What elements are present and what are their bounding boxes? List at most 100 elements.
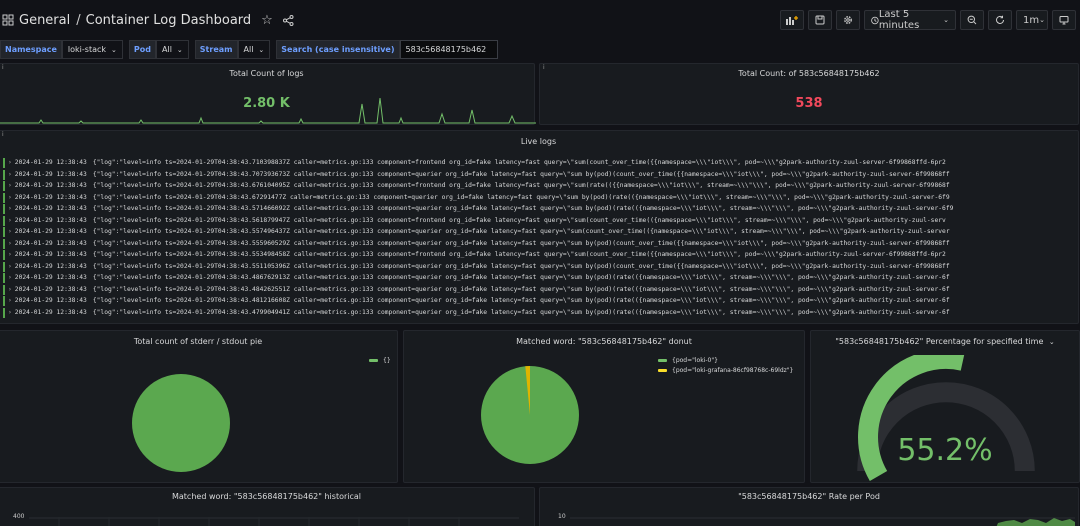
log-line[interactable]: › 2024-01-29 12:38:43 {"log":"level=info t… [3,307,1074,319]
tv-mode-button[interactable] [1052,10,1076,30]
log-message: {"log":"level=info ts=2024-01-29T04:38:4… [92,297,950,304]
page-title[interactable]: Container Log Dashboard [85,12,252,28]
live-logs-panel: i Live logs › 2024-01-29 12:38:43 {"log":"… [0,130,1079,324]
namespace-label: Namespace [0,40,62,59]
legend-item[interactable]: {} [369,355,391,365]
stat-value: 538 [795,96,823,111]
percentage-gauge-panel: "583c56848175b462" Percentage for specif… [810,330,1080,483]
rate-series [996,518,1075,526]
log-line[interactable]: › 2024-01-29 12:38:43 {"log":"level=info t… [3,249,1074,261]
log-line[interactable]: › 2024-01-29 12:38:43 {"log":"level=info t… [3,261,1074,273]
namespace-select[interactable]: loki-stack ⌄ [61,40,123,59]
save-dashboard-button[interactable] [808,10,832,30]
search-input[interactable]: 583c56848175b462 [399,40,498,59]
gauge-value-arc [858,355,965,481]
log-list: › 2024-01-29 12:38:43 {"log":"level=info t… [3,157,1074,318]
info-icon[interactable]: i [2,64,4,71]
chevron-right-icon[interactable]: › [8,308,12,316]
log-message: {"log":"level=info ts=2024-01-29T04:38:4… [92,262,950,270]
star-icon[interactable]: ☆ [261,12,273,28]
breadcrumb-separator: / [76,12,81,28]
chevron-right-icon[interactable]: › [8,297,12,304]
top-bar: General / Container Log Dashboard ☆ [0,0,1080,40]
log-timestamp: 2024-01-29 12:38:43 [14,285,87,293]
log-line[interactable]: › 2024-01-29 12:38:43 {"log":"level=info t… [3,272,1074,284]
log-line[interactable]: › 2024-01-29 12:38:43 {"log":"level=info t… [3,192,1074,204]
settings-button[interactable] [836,10,860,30]
time-range-label: Last 5 minutes [878,9,920,31]
y-tick-label: 10 [558,513,566,520]
refresh-interval-picker[interactable]: 1m ⌄ [1016,10,1048,30]
chevron-down-icon[interactable]: ⌄ [1048,338,1055,346]
info-icon[interactable]: i [2,131,4,138]
bar-chart-plus-icon [786,16,798,25]
log-message: {"log":"level=info ts=2024-01-29T04:38:4… [92,205,954,212]
log-message: {"log":"level=info ts=2024-01-29T04:38:4… [92,274,950,281]
panel-title-text: "583c56848175b462" Percentage for specif… [835,337,1044,346]
chevron-right-icon[interactable]: › [8,216,12,224]
stream-select[interactable]: All ⌄ [237,40,271,59]
log-line[interactable]: › 2024-01-29 12:38:43 {"log":"level=info t… [3,169,1074,181]
chevron-right-icon[interactable]: › [8,262,12,270]
log-timestamp: 2024-01-29 12:38:43 [14,159,87,166]
total-count-search-panel: i Total Count: of 583c56848175b462 538 [539,63,1079,125]
log-timestamp: 2024-01-29 12:38:43 [14,239,87,247]
log-level-indicator [3,273,5,283]
panel-title: Total Count of logs [229,69,304,78]
zoom-out-button[interactable] [960,10,984,30]
pie-slice [132,374,230,472]
chevron-right-icon[interactable]: › [8,205,12,212]
donut-legend: {pod="loki-0"} {pod="loki-grafana-86cf98… [658,355,793,375]
add-panel-button[interactable] [780,10,804,30]
breadcrumb-folder[interactable]: General [19,12,71,28]
chevron-right-icon[interactable]: › [8,159,12,166]
pie-legend: {} [369,355,391,365]
legend-item[interactable]: {pod="loki-grafana-86cf98768c-69ldz"} [658,365,793,375]
log-level-indicator [3,261,5,272]
log-timestamp: 2024-01-29 12:38:43 [14,182,87,189]
total-count-panel: i Total Count of logs 2.80 K [0,63,536,125]
chevron-right-icon[interactable]: › [8,251,12,258]
namespace-value: loki-stack [67,45,107,54]
panel-title: Total count of stderr / stdout pie [133,337,263,346]
chevron-right-icon[interactable]: › [8,274,12,281]
log-level-indicator [3,307,5,318]
log-line[interactable]: › 2024-01-29 12:38:43 {"log":"level=info t… [3,284,1074,296]
time-range-picker[interactable]: Last 5 minutes ⌄ [864,9,956,31]
share-icon[interactable] [282,14,294,26]
log-line[interactable]: › 2024-01-29 12:38:43 {"log":"level=info t… [3,215,1074,227]
search-label: Search (case insensitive) [276,40,400,59]
dashboard-grid-icon [2,14,14,26]
log-level-indicator [3,215,5,226]
legend-item[interactable]: {pod="loki-0"} [658,355,793,365]
log-line[interactable]: › 2024-01-29 12:38:43 {"log":"level=info t… [3,226,1074,238]
sparkline [0,97,536,124]
log-message: {"log":"level=info ts=2024-01-29T04:38:4… [92,285,950,293]
log-timestamp: 2024-01-29 12:38:43 [14,274,87,281]
log-line[interactable]: › 2024-01-29 12:38:43 {"log":"level=info t… [3,203,1074,215]
log-timestamp: 2024-01-29 12:38:43 [14,216,87,224]
chevron-right-icon[interactable]: › [8,193,12,201]
log-line[interactable]: › 2024-01-29 12:38:43 {"log":"level=info t… [3,238,1074,250]
log-message: {"log":"level=info ts=2024-01-29T04:38:4… [92,159,946,166]
pie-chart [481,365,579,464]
pod-select[interactable]: All ⌄ [156,40,189,59]
log-line[interactable]: › 2024-01-29 12:38:43 {"log":"level=info t… [3,180,1074,192]
chevron-down-icon: ⌄ [258,45,265,54]
chevron-right-icon[interactable]: › [8,228,12,235]
log-line[interactable]: › 2024-01-29 12:38:43 {"log":"level=info t… [3,157,1074,169]
chevron-right-icon[interactable]: › [8,285,12,293]
log-timestamp: 2024-01-29 12:38:43 [14,262,87,270]
panel-title: "583c56848175b462" Rate per Pod [738,492,880,501]
rate-per-pod-panel: "583c56848175b462" Rate per Pod 10 [539,487,1079,526]
chevron-right-icon[interactable]: › [8,182,12,189]
refresh-icon [996,15,1004,24]
info-icon[interactable]: i [543,64,545,71]
log-line[interactable]: › 2024-01-29 12:38:43 {"log":"level=info t… [3,295,1074,307]
log-message: {"log":"level=info ts=2024-01-29T04:38:4… [92,308,950,316]
refresh-button[interactable] [988,10,1012,30]
log-timestamp: 2024-01-29 12:38:43 [14,193,87,201]
chevron-right-icon[interactable]: › [8,170,12,178]
clock-icon [871,16,879,24]
chevron-right-icon[interactable]: › [8,239,12,247]
